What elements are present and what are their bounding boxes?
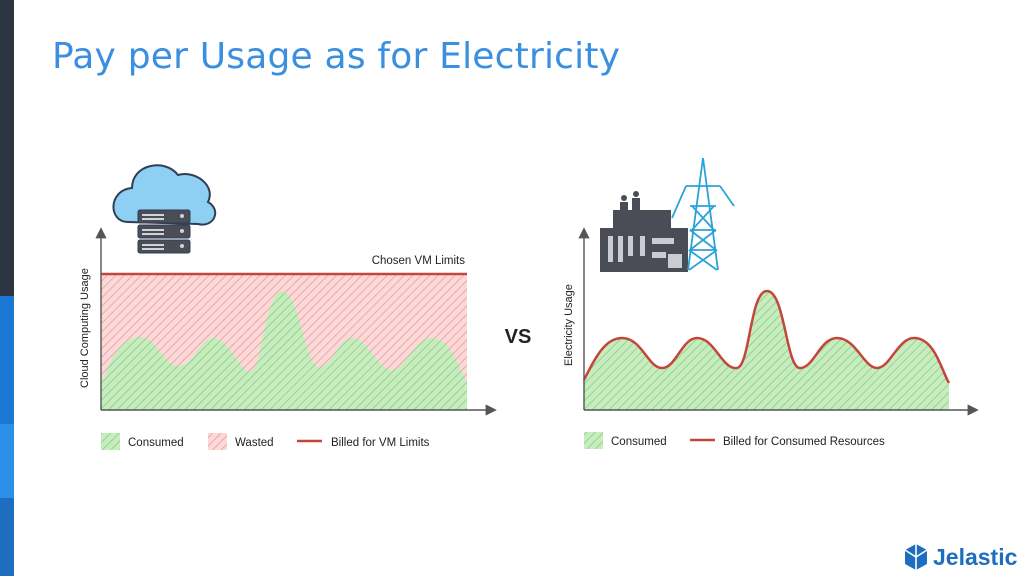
legend-swatch-wasted: [208, 433, 227, 450]
legend-label-billed: Billed for Consumed Resources: [723, 436, 885, 448]
legend-swatch-consumed: [584, 432, 603, 449]
legend-label-consumed: Consumed: [128, 437, 184, 449]
vs-label: VS: [505, 326, 532, 348]
cloud-y-axis-label: Cloud Computing Usage: [79, 268, 91, 388]
jelastic-logo: Jelastic: [904, 540, 1017, 574]
cloud-usage-chart: Chosen VM Limits Cloud Computing Usage: [79, 227, 497, 416]
legend-label-billed: Billed for VM Limits: [331, 437, 430, 449]
cloud-consumed-area: [101, 291, 467, 410]
billed-consumed-line: [582, 289, 951, 384]
electricity-consumed-area: [584, 291, 949, 410]
legend-swatch-consumed: [101, 433, 120, 450]
page-title: Pay per Usage as for Electricity: [52, 36, 621, 77]
electricity-y-axis-label: Electricity Usage: [563, 284, 575, 366]
jelastic-cube-icon: [904, 544, 928, 570]
logo-text: Jelastic: [933, 543, 1018, 570]
cloud-legend: Consumed Wasted Billed for VM Limits: [101, 433, 430, 450]
power-plant-icon: [600, 157, 735, 272]
legend-label-consumed: Consumed: [611, 436, 667, 448]
side-accent-bar: [0, 0, 14, 576]
legend-label-wasted: Wasted: [235, 437, 274, 449]
electricity-legend: Consumed Billed for Consumed Resources: [584, 432, 885, 449]
electricity-usage-chart: Electricity Usage: [563, 227, 979, 416]
vm-limit-label: Chosen VM Limits: [372, 255, 466, 267]
cloud-server-icon: [112, 164, 217, 254]
